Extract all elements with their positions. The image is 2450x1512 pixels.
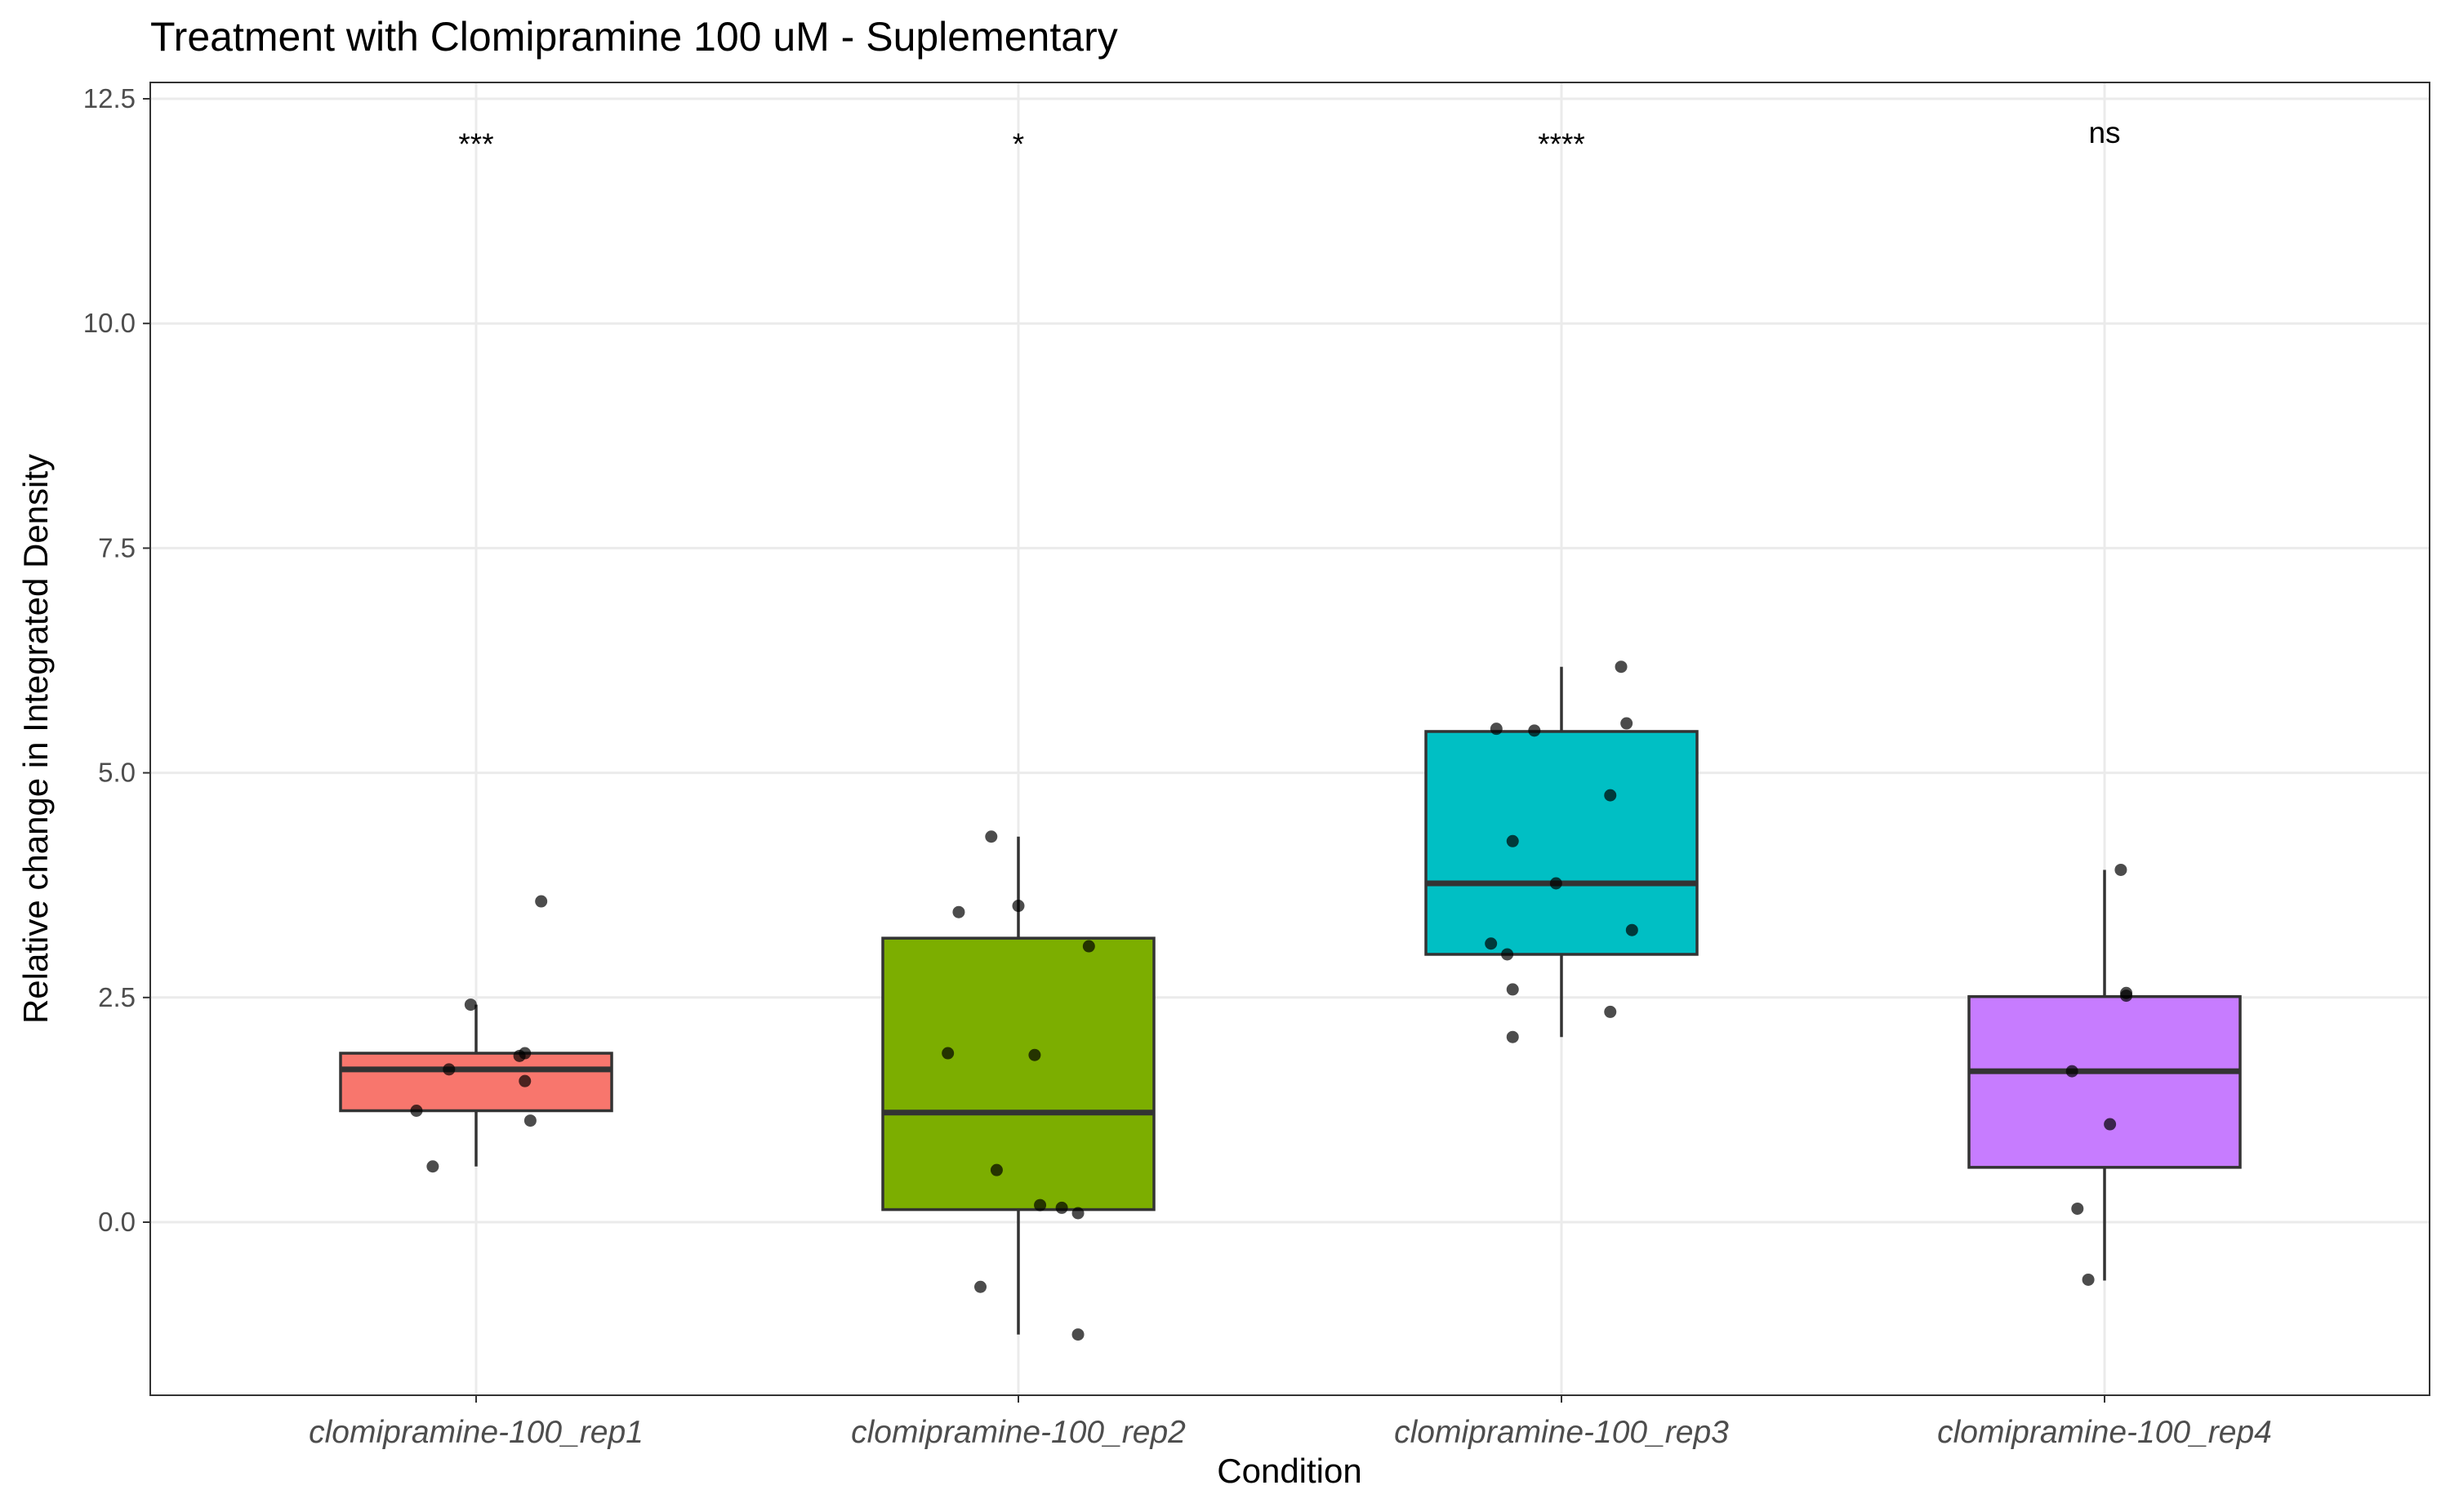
data-point <box>2065 1065 2078 1078</box>
data-point <box>1501 948 1514 961</box>
data-point <box>464 998 477 1012</box>
y-tick-label: 7.5 <box>98 532 136 563</box>
data-point <box>1071 1207 1085 1220</box>
data-point <box>985 830 998 843</box>
y-tick-label: 12.5 <box>83 83 136 113</box>
data-point <box>1615 660 1628 674</box>
x-tick-label: clomipramine-100_rep1 <box>309 1415 644 1450</box>
data-point <box>1034 1198 1047 1212</box>
x-tick-label: clomipramine-100_rep3 <box>1394 1415 1729 1450</box>
y-tick-label: 2.5 <box>98 982 136 1012</box>
data-point <box>1012 900 1025 913</box>
data-point <box>1028 1048 1041 1061</box>
box-clomipramine-100_rep3 <box>1424 730 1699 956</box>
box-clomipramine-100_rep2 <box>881 936 1156 1212</box>
significance-label: ns <box>2088 116 2120 149</box>
data-point <box>535 895 548 908</box>
panel-border <box>149 82 2430 1396</box>
data-point <box>2082 1273 2095 1286</box>
box-layer <box>339 666 2242 1335</box>
data-point <box>1506 834 1519 847</box>
y-tick-label: 5.0 <box>98 758 136 788</box>
axis-layer: 0.0 2.5 5.0 7.5 10.0 12.5 clomipramine-100_rep… <box>83 83 2272 1450</box>
data-point <box>519 1074 532 1087</box>
significance-label: *** <box>458 127 493 161</box>
x-tick-label: clomipramine-100_rep4 <box>1937 1415 2272 1450</box>
significance-label: * <box>1013 127 1024 161</box>
data-point <box>519 1047 532 1060</box>
y-tick-label: 10.0 <box>83 308 136 338</box>
data-point <box>1625 923 1638 936</box>
data-point <box>1528 724 1541 737</box>
data-point <box>990 1163 1003 1176</box>
data-point <box>1604 789 1617 802</box>
data-point <box>1549 877 1562 890</box>
data-point <box>974 1280 987 1293</box>
data-point <box>1490 723 1503 736</box>
significance-layer: *** * **** ns <box>458 116 2120 161</box>
box-clomipramine-100_rep1 <box>339 1052 613 1113</box>
data-point <box>1082 940 1095 953</box>
data-point <box>1485 937 1498 950</box>
y-axis-title: Relative change in Integrated Density <box>16 454 55 1024</box>
x-tick-label: clomipramine-100_rep2 <box>851 1415 1186 1450</box>
data-point <box>410 1105 423 1118</box>
data-point <box>1604 1005 1617 1018</box>
data-point <box>1071 1328 1085 1341</box>
point-layer <box>410 660 2133 1341</box>
x-axis-title: Condition <box>1217 1452 1361 1490</box>
data-point <box>426 1160 439 1173</box>
data-point <box>2104 1118 2117 1131</box>
data-point <box>1055 1201 1068 1214</box>
y-tick-label: 0.0 <box>98 1207 136 1237</box>
data-point <box>2120 986 2133 999</box>
data-point <box>942 1047 955 1060</box>
chart-title: Treatment with Clomipramine 100 uM - Sup… <box>150 14 1118 60</box>
box-clomipramine-100_rep4 <box>1967 994 2242 1169</box>
data-point <box>2071 1202 2084 1215</box>
data-point <box>443 1063 456 1076</box>
data-point <box>952 905 965 918</box>
data-point <box>523 1114 537 1127</box>
data-point <box>2114 863 2127 876</box>
data-point <box>1506 1030 1519 1043</box>
significance-label: **** <box>1538 127 1585 161</box>
data-point <box>1506 983 1519 996</box>
data-point <box>1620 717 1633 730</box>
